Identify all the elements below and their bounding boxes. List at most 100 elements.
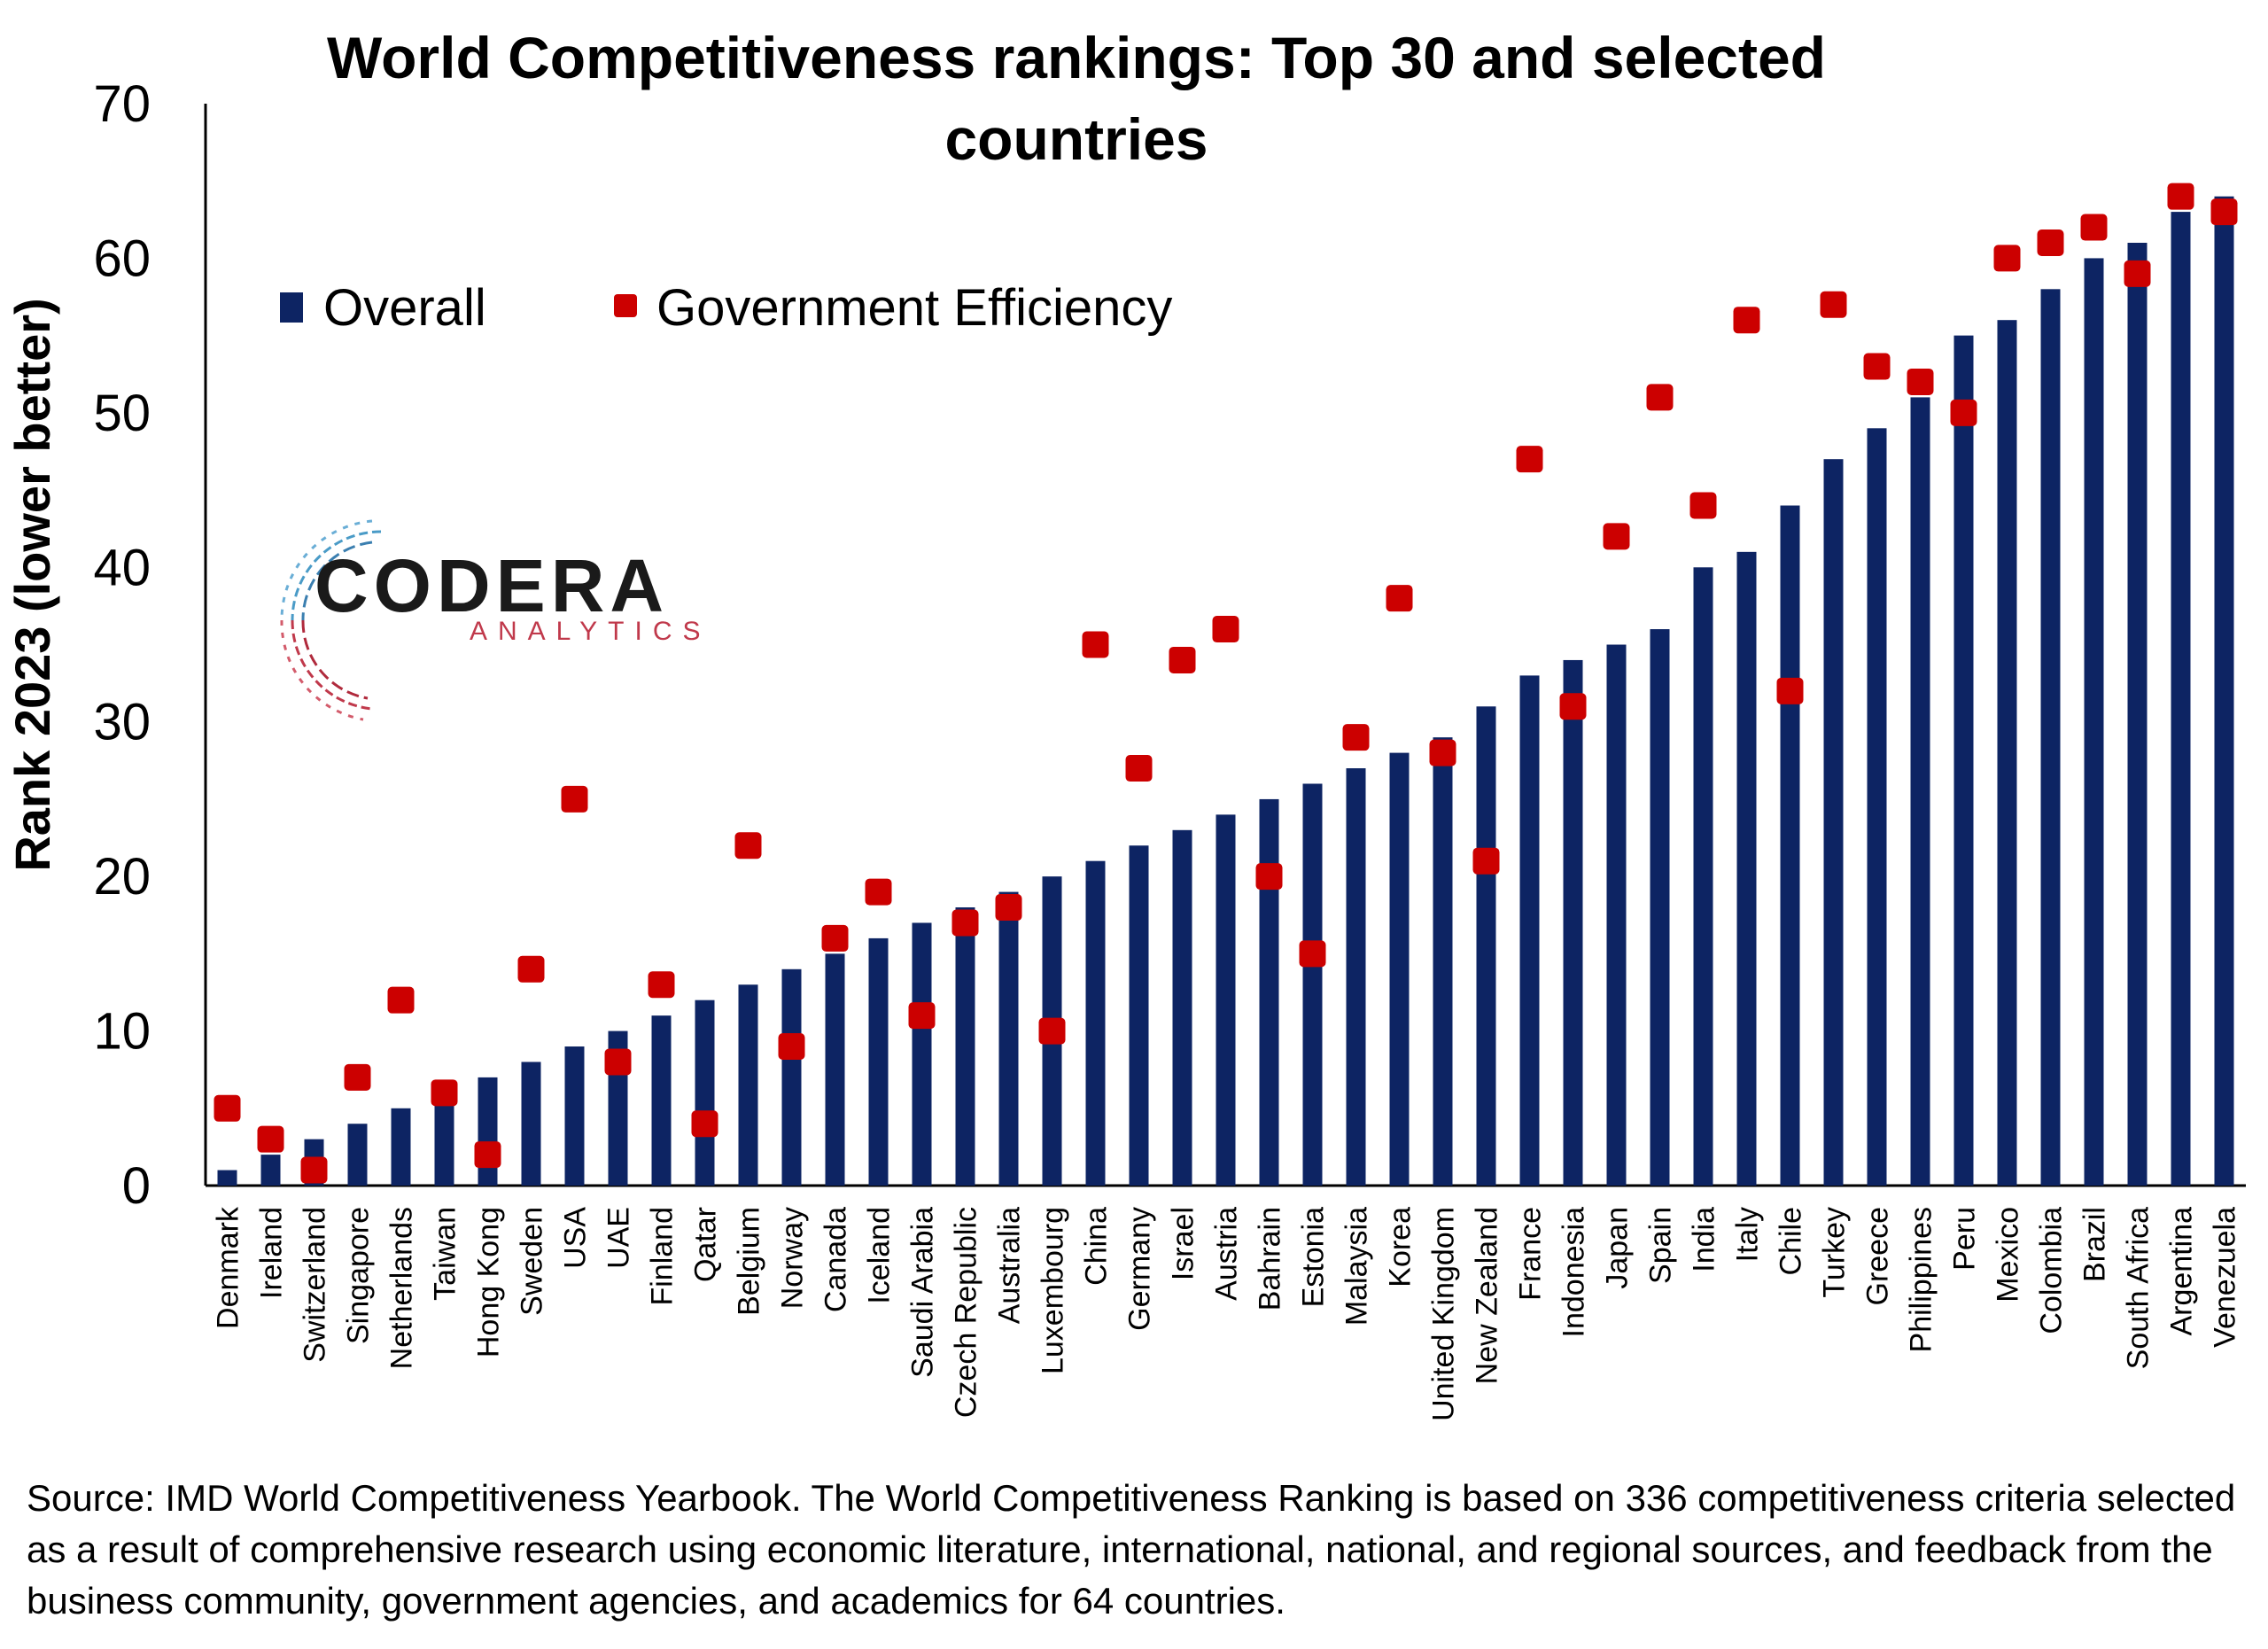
overall-bar: [1867, 428, 1887, 1186]
y-tick-label: 20: [93, 848, 151, 906]
source-note: Source: IMD World Competitiveness Yearbo…: [27, 1477, 2236, 1622]
x-tick-label: Belgium: [733, 1207, 766, 1316]
overall-bar: [1953, 335, 1974, 1186]
overall-bar: [998, 891, 1019, 1186]
x-tick-label: Venezuela: [2209, 1207, 2242, 1348]
y-tick-label: 10: [93, 1003, 151, 1061]
x-tick-label: Bahrain: [1254, 1207, 1287, 1311]
government-efficiency-marker: [908, 1002, 936, 1030]
x-tick-label: Ireland: [255, 1207, 289, 1299]
overall-bar: [478, 1077, 498, 1186]
logo-wordmark: CODERA: [315, 544, 669, 627]
x-tick-label: Chile: [1775, 1207, 1808, 1275]
overall-bar: [825, 953, 845, 1186]
overall-bars: [217, 196, 2234, 1186]
overall-bar: [217, 1170, 237, 1186]
government-efficiency-marker: [604, 1048, 632, 1076]
government-efficiency-marker: [387, 986, 415, 1014]
overall-bar: [1085, 860, 1106, 1186]
government-efficiency-marker: [2167, 183, 2194, 210]
x-tick-label: UAE: [602, 1207, 636, 1269]
x-tick-label: Sweden: [516, 1207, 549, 1316]
legend-gov-efficiency-swatch: [614, 294, 637, 317]
x-tick-label: Iceland: [863, 1207, 897, 1304]
government-efficiency-marker: [214, 1094, 241, 1122]
overall-bar: [1259, 798, 1279, 1186]
overall-bar: [781, 968, 802, 1186]
legend-overall-label: Overall: [323, 279, 486, 337]
x-tick-label: United Kingdom: [1427, 1207, 1461, 1421]
x-tick-label: Estonia: [1297, 1207, 1331, 1307]
x-tick-label: Italy: [1731, 1207, 1765, 1262]
government-efficiency-marker: [648, 971, 675, 999]
x-tick-label: Finland: [646, 1207, 680, 1306]
overall-bar: [391, 1108, 411, 1186]
x-tick-label: France: [1514, 1207, 1548, 1301]
overall-bar: [1302, 783, 1323, 1186]
overall-bar: [1823, 459, 1844, 1186]
government-efficiency-marker: [995, 894, 1022, 922]
government-efficiency-marker: [1646, 384, 1674, 411]
overall-bar: [868, 937, 889, 1186]
overall-bar: [564, 1046, 585, 1186]
chart-title-line-2: countries: [944, 106, 1208, 172]
overall-bar: [2040, 289, 2061, 1186]
government-efficiency-marker: [1169, 646, 1196, 673]
government-efficiency-marker: [2210, 198, 2238, 226]
x-tick-label: India: [1688, 1207, 1721, 1272]
y-tick-label: 60: [93, 229, 151, 287]
x-tick-label: Greece: [1861, 1207, 1895, 1306]
overall-bar: [347, 1124, 368, 1186]
overall-bar: [2171, 212, 2191, 1186]
overall-bar: [260, 1155, 281, 1186]
overall-bar: [2084, 258, 2104, 1186]
government-efficiency-marker: [1776, 677, 1804, 704]
government-efficiency-marker: [865, 878, 892, 906]
government-efficiency-marker: [1993, 245, 2021, 272]
government-efficiency-marker: [474, 1141, 501, 1169]
government-efficiency-marker: [2124, 260, 2151, 287]
government-efficiency-marker: [344, 1063, 371, 1091]
overall-bar: [1389, 752, 1410, 1186]
x-tick-label: Germany: [1123, 1207, 1157, 1331]
overall-bar: [955, 907, 975, 1186]
x-tick-label: China: [1080, 1207, 1114, 1286]
overall-bar: [1910, 397, 1930, 1186]
overall-bar: [1346, 768, 1366, 1186]
overall-bar: [1433, 737, 1453, 1186]
legend-gov-efficiency-label: Government Efficiency: [656, 279, 1172, 337]
logo-subtitle: ANALYTICS: [470, 617, 711, 646]
government-efficiency-marker: [1516, 446, 1543, 473]
x-tick-label: Mexico: [1992, 1207, 2025, 1303]
x-tick-label: Hong Kong: [472, 1207, 506, 1357]
overall-bar: [1563, 659, 1583, 1186]
x-tick-label: Argentina: [2165, 1207, 2199, 1336]
government-efficiency-marker: [517, 955, 545, 983]
x-tick-label: Spain: [1644, 1207, 1678, 1284]
overall-bar: [738, 984, 758, 1186]
government-efficiency-marker: [1559, 693, 1587, 720]
x-tick-label: Colombia: [2035, 1207, 2069, 1334]
overall-bar: [695, 1000, 715, 1186]
y-tick-label: 70: [93, 75, 151, 133]
government-efficiency-marker: [2037, 229, 2064, 256]
overall-bar: [521, 1062, 541, 1186]
y-tick-label: 30: [93, 694, 151, 751]
x-tick-label: Norway: [776, 1207, 810, 1309]
government-efficiency-marker: [1733, 307, 1760, 334]
x-tick-label: New Zealand: [1471, 1207, 1504, 1384]
x-tick-label: Australia: [993, 1207, 1027, 1324]
government-efficiency-marker: [1255, 863, 1283, 891]
government-efficiency-marker: [1907, 368, 1934, 395]
y-tick-label: 0: [122, 1157, 151, 1215]
government-efficiency-marker: [734, 832, 762, 860]
x-tick-label: Brazil: [2078, 1207, 2112, 1282]
overall-bar: [1606, 644, 1627, 1186]
overall-bar: [1172, 829, 1192, 1186]
x-tick-label: Taiwan: [429, 1207, 462, 1301]
government-efficiency-marker: [431, 1079, 458, 1107]
government-efficiency-marker: [691, 1110, 718, 1138]
government-efficiency-marker: [821, 924, 849, 952]
overall-bar: [912, 922, 932, 1186]
